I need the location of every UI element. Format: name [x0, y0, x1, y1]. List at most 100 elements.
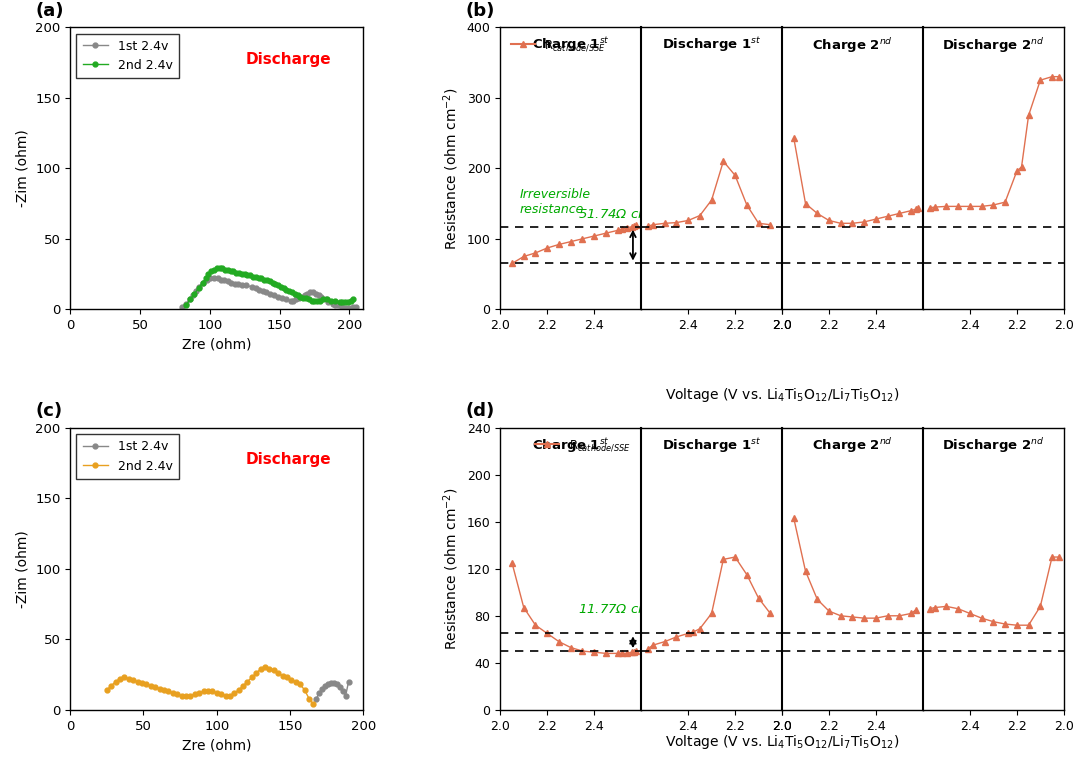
2nd 2.4v: [162, 686, 175, 696]
Text: Charge 2$^{nd}$: Charge 2$^{nd}$: [812, 36, 893, 55]
2nd 2.4v: [131, 677, 144, 686]
Y-axis label: -Zim (ohm): -Zim (ohm): [15, 129, 29, 207]
2nd 2.4v: [289, 677, 302, 686]
2nd 2.4v: [215, 690, 228, 699]
2nd 2.4v: [153, 684, 166, 693]
2nd 2.4v: [118, 672, 131, 682]
Line: 2nd 2.4v: 2nd 2.4v: [184, 266, 356, 307]
2nd 2.4v: [254, 665, 267, 674]
2nd 2.4v: [109, 677, 122, 686]
Text: (c): (c): [35, 402, 63, 420]
Text: Voltage (V vs. Li$_4$Ti$_5$O$_{12}$/Li$_7$Ti$_5$O$_{12}$): Voltage (V vs. Li$_4$Ti$_5$O$_{12}$/Li$_…: [665, 733, 900, 751]
1st 2.4v: [347, 302, 360, 311]
Y-axis label: Resistance (ohm cm$^{-2}$): Resistance (ohm cm$^{-2}$): [442, 488, 461, 650]
2nd 2.4v: [249, 668, 262, 678]
2nd 2.4v: [276, 672, 289, 681]
Line: 2nd 2.4v: 2nd 2.4v: [105, 665, 315, 707]
2nd 2.4v: [294, 679, 307, 689]
1st 2.4v: [336, 686, 349, 696]
2nd 2.4v: [158, 686, 171, 695]
2nd 2.4v: [113, 674, 126, 683]
2nd 2.4v: [211, 264, 224, 273]
1st 2.4v: [324, 679, 337, 688]
2nd 2.4v: [149, 682, 162, 692]
2nd 2.4v: [297, 293, 310, 303]
1st 2.4v: [315, 684, 328, 693]
Text: Irreversible
resistance: Irreversible resistance: [519, 188, 591, 216]
2nd 2.4v: [224, 691, 237, 700]
2nd 2.4v: [245, 672, 258, 682]
2nd 2.4v: [307, 700, 320, 709]
2nd 2.4v: [175, 691, 188, 700]
Text: 51.74Ω cm$^{-2}$: 51.74Ω cm$^{-2}$: [578, 205, 665, 222]
Text: Discharge: Discharge: [246, 52, 332, 67]
Text: (a): (a): [35, 2, 64, 20]
2nd 2.4v: [232, 686, 245, 695]
1st 2.4v: [350, 302, 363, 311]
X-axis label: Zre (ohm): Zre (ohm): [181, 738, 252, 752]
2nd 2.4v: [197, 686, 210, 696]
2nd 2.4v: [100, 686, 113, 695]
1st 2.4v: [322, 679, 335, 689]
Text: Discharge 1$^{st}$: Discharge 1$^{st}$: [662, 436, 761, 455]
2nd 2.4v: [122, 674, 135, 683]
2nd 2.4v: [302, 694, 315, 704]
1st 2.4v: [235, 281, 248, 290]
2nd 2.4v: [228, 688, 241, 697]
1st 2.4v: [313, 688, 326, 697]
Line: 1st 2.4v: 1st 2.4v: [314, 679, 351, 701]
Text: (d): (d): [465, 402, 495, 420]
2nd 2.4v: [264, 665, 276, 674]
Text: Discharge 2$^{nd}$: Discharge 2$^{nd}$: [942, 36, 1044, 55]
2nd 2.4v: [258, 663, 271, 672]
Text: Charge 1$^{st}$: Charge 1$^{st}$: [531, 36, 609, 55]
2nd 2.4v: [294, 292, 307, 301]
Text: Discharge 1$^{st}$: Discharge 1$^{st}$: [662, 36, 761, 55]
2nd 2.4v: [219, 691, 232, 700]
1st 2.4v: [298, 290, 311, 300]
2nd 2.4v: [126, 675, 139, 685]
2nd 2.4v: [179, 691, 192, 700]
Text: 11.77Ω cm$^{-2}$: 11.77Ω cm$^{-2}$: [578, 601, 665, 617]
2nd 2.4v: [255, 274, 268, 283]
Text: (b): (b): [465, 2, 495, 20]
1st 2.4v: [327, 679, 340, 688]
Legend: 1st 2.4v, 2nd 2.4v: 1st 2.4v, 2nd 2.4v: [77, 34, 179, 78]
1st 2.4v: [231, 279, 244, 289]
2nd 2.4v: [179, 300, 192, 310]
2nd 2.4v: [237, 681, 249, 690]
2nd 2.4v: [285, 675, 298, 685]
Legend: R$_{cathode/SSE}$: R$_{cathode/SSE}$: [530, 434, 635, 458]
Text: Charge 2$^{nd}$: Charge 2$^{nd}$: [812, 436, 893, 456]
1st 2.4v: [339, 691, 352, 700]
1st 2.4v: [307, 288, 320, 297]
2nd 2.4v: [145, 681, 158, 690]
2nd 2.4v: [192, 688, 205, 697]
2nd 2.4v: [171, 690, 184, 699]
1st 2.4v: [310, 694, 323, 704]
2nd 2.4v: [347, 295, 360, 304]
1st 2.4v: [217, 275, 230, 285]
2nd 2.4v: [206, 686, 219, 696]
Text: Charge 1$^{st}$: Charge 1$^{st}$: [531, 436, 609, 455]
2nd 2.4v: [184, 691, 197, 700]
2nd 2.4v: [188, 289, 201, 299]
Text: Voltage (V vs. Li$_4$Ti$_5$O$_{12}$/Li$_7$Ti$_5$O$_{12}$): Voltage (V vs. Li$_4$Ti$_5$O$_{12}$/Li$_…: [665, 386, 900, 404]
1st 2.4v: [334, 682, 347, 692]
2nd 2.4v: [188, 690, 201, 699]
1st 2.4v: [340, 303, 353, 313]
2nd 2.4v: [298, 686, 311, 695]
2nd 2.4v: [140, 679, 153, 689]
2nd 2.4v: [211, 688, 224, 697]
2nd 2.4v: [202, 686, 215, 696]
2nd 2.4v: [241, 677, 254, 686]
1st 2.4v: [175, 302, 188, 311]
Line: 1st 2.4v: 1st 2.4v: [179, 276, 359, 310]
2nd 2.4v: [281, 672, 294, 682]
1st 2.4v: [319, 681, 332, 690]
Text: Discharge: Discharge: [246, 452, 332, 467]
Y-axis label: -Zim (ohm): -Zim (ohm): [15, 530, 29, 608]
Legend: R$_{cathode/SSE}$: R$_{cathode/SSE}$: [507, 34, 610, 58]
2nd 2.4v: [166, 688, 179, 697]
2nd 2.4v: [272, 668, 285, 678]
